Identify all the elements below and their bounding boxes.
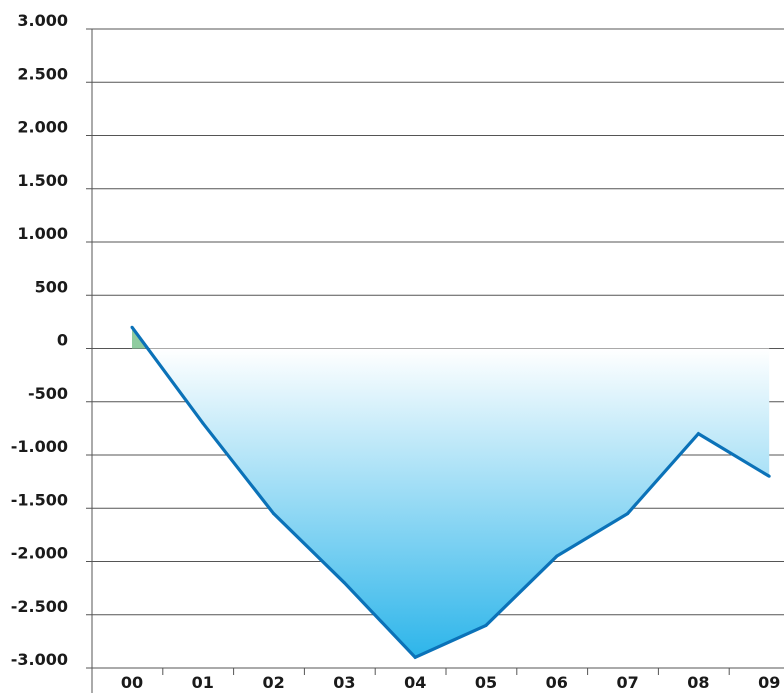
y-tick-label: 1.500 xyxy=(17,171,68,190)
y-tick-label: -1.000 xyxy=(11,437,68,456)
data-point xyxy=(272,512,276,516)
gridlines xyxy=(86,28,784,669)
y-tick-label: 3.000 xyxy=(17,11,68,30)
x-tick-label: 01 xyxy=(192,673,214,692)
axes xyxy=(91,29,730,693)
y-tick-label: 1.000 xyxy=(17,224,68,243)
data-point xyxy=(342,581,346,585)
x-tick-label: 03 xyxy=(333,673,355,692)
y-tick-label: -500 xyxy=(28,384,68,403)
x-tick-label: 07 xyxy=(616,673,638,692)
y-tick-label: 500 xyxy=(35,277,68,296)
y-tick-label: -2.500 xyxy=(11,597,68,616)
x-tick-label: 06 xyxy=(546,673,568,692)
x-tick-label: 04 xyxy=(404,673,426,692)
data-point xyxy=(767,474,771,478)
data-point xyxy=(130,325,134,329)
data-point xyxy=(555,554,559,558)
y-tick-label: 0 xyxy=(57,331,68,350)
data-point xyxy=(413,655,417,659)
x-tick-label: 09 xyxy=(758,673,780,692)
x-tick-label: 08 xyxy=(687,673,709,692)
data-point xyxy=(696,432,700,436)
x-tick-label: 05 xyxy=(475,673,497,692)
data-point xyxy=(626,512,630,516)
y-tick-labels: 3.000 2.500 2.000 1.500 1.000 500 0 -500 -1.000 -… xyxy=(11,11,68,669)
y-tick-label: -1.500 xyxy=(11,490,68,509)
y-tick-label: -2.000 xyxy=(11,544,68,563)
area-fill xyxy=(132,327,770,658)
negative-area xyxy=(147,348,770,658)
series-line-path xyxy=(130,326,771,660)
series-line xyxy=(130,325,771,660)
x-tick-label: 00 xyxy=(121,673,143,692)
data-point xyxy=(201,421,205,425)
y-tick-label: -3.000 xyxy=(11,650,68,669)
y-tick-label: 2.000 xyxy=(17,118,68,137)
x-tick-labels: 00 01 02 03 04 05 06 07 08 09 xyxy=(121,673,780,692)
y-tick-label: 2.500 xyxy=(17,64,68,83)
x-tick-label: 02 xyxy=(262,673,284,692)
data-point xyxy=(484,623,488,627)
